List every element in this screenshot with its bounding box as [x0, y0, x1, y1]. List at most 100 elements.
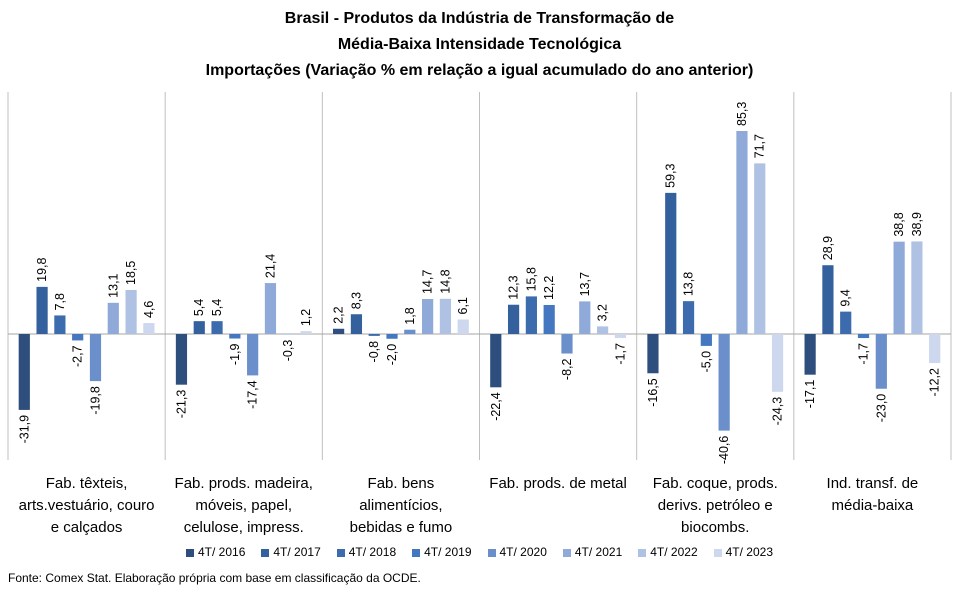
bar [561, 334, 573, 354]
bar [18, 334, 30, 410]
data-label: 2,2 [332, 306, 346, 323]
bar [54, 315, 66, 334]
legend-swatch [261, 548, 270, 557]
category-label: Ind. transf. de média-baixa [794, 473, 951, 517]
data-label: -17,4 [246, 380, 260, 409]
bar [804, 334, 816, 375]
data-label: -24,3 [771, 397, 785, 426]
bar [665, 192, 677, 334]
bar [211, 321, 223, 334]
legend-swatch [562, 548, 571, 557]
data-label: 5,4 [210, 299, 224, 316]
bar [736, 131, 748, 334]
category-label-line: média-baixa [831, 497, 914, 514]
data-label: 21,4 [263, 254, 277, 278]
data-label: 7,8 [53, 293, 67, 310]
bar [911, 241, 923, 334]
bar [264, 283, 277, 334]
bar [282, 334, 294, 335]
data-label: 12,3 [507, 275, 521, 299]
bar [579, 301, 591, 334]
data-label: -0,8 [367, 341, 381, 363]
legend-label: 4T/ 2017 [273, 545, 321, 559]
bar [175, 334, 188, 385]
bar [647, 334, 659, 374]
bar [822, 265, 834, 334]
data-label: -21,3 [174, 390, 188, 419]
data-label: -17,1 [803, 380, 817, 409]
category-label-line: derivs. petróleo e [657, 497, 773, 514]
legend-item: 4T/ 2023 [713, 545, 773, 559]
bar [700, 334, 712, 346]
bar [771, 334, 784, 392]
legend-item: 4T/ 2022 [638, 545, 698, 559]
chart-title-line-3: Importações (Variação % em relação a igu… [205, 62, 754, 79]
data-label: 59,3 [664, 163, 678, 187]
legend-item: 4T/ 2021 [562, 545, 622, 559]
bar [857, 334, 870, 339]
legend-swatch [638, 548, 647, 557]
bar [72, 334, 84, 341]
chart-title-line-2: Média-Baixa Intensidade Tecnológica [337, 36, 622, 53]
data-label: 38,9 [910, 212, 924, 236]
legend-item: 4T/ 2020 [487, 545, 547, 559]
legend-label: 4T/ 2019 [424, 545, 472, 559]
category-label: Fab. bens alimentícios, bebidas e fumo [322, 473, 479, 539]
data-label: -12,2 [928, 368, 942, 397]
bar [682, 301, 695, 334]
bar [875, 334, 887, 389]
data-label: 13,8 [682, 272, 696, 296]
bar [125, 289, 137, 334]
bar [193, 321, 205, 334]
legend-swatch [186, 548, 194, 557]
data-label: 14,8 [438, 269, 452, 293]
data-label: -19,8 [88, 386, 102, 415]
data-label: 1,8 [403, 307, 417, 324]
category-label: Fab. coque, prods. derivs. petróleo e bioc… [637, 473, 794, 539]
bar [754, 163, 766, 334]
category-label-line: e calçados [50, 519, 123, 536]
chart-title-line-1: Brasil - Produtos da Indústria de Transf… [284, 10, 675, 27]
bar [543, 304, 555, 334]
data-label: 9,4 [839, 289, 853, 306]
data-label: -22,4 [489, 392, 503, 421]
data-label: 28,9 [821, 236, 835, 260]
legend-swatch [487, 548, 496, 557]
bar [107, 302, 119, 334]
category-label-line: móveis, papel, [195, 497, 293, 514]
category-label-line: bebidas e fumo [349, 519, 453, 536]
category-label-line: Fab. prods. madeira, [174, 475, 313, 492]
category-label-line: Fab. coque, prods. [652, 475, 778, 492]
bar [525, 296, 537, 334]
data-label: -23,0 [874, 394, 888, 423]
data-label: -0,3 [281, 340, 295, 362]
bar [596, 326, 609, 334]
bar [614, 334, 626, 339]
bar [143, 323, 155, 334]
legend-item: 4T/ 2017 [261, 545, 321, 559]
category-label-line: celulose, impress. [183, 519, 304, 536]
bar [368, 334, 380, 336]
legend: 4T/ 2016 4T/ 2017 4T/ 2018 4T/ 2019 4T/ 2020… [0, 545, 959, 559]
data-label: 14,7 [421, 270, 435, 294]
bar [422, 299, 434, 334]
data-label: 8,3 [349, 292, 363, 309]
bar [36, 286, 48, 334]
bar [350, 314, 363, 334]
bar [386, 334, 398, 339]
data-label: 1,2 [299, 309, 313, 326]
bar [840, 311, 852, 334]
data-label: 19,8 [35, 258, 49, 282]
bar [718, 334, 730, 431]
data-label: 85,3 [735, 102, 749, 126]
data-label: -31,9 [17, 415, 31, 444]
data-label: -40,6 [717, 436, 731, 465]
bar [333, 328, 345, 334]
data-label: 4,6 [142, 301, 156, 318]
data-label: 71,7 [753, 134, 767, 158]
category-label-line: Ind. transf. de [826, 475, 919, 492]
data-label: 13,1 [106, 273, 120, 297]
category-label: Fab. prods. de metal [480, 473, 637, 495]
bar [490, 334, 502, 388]
